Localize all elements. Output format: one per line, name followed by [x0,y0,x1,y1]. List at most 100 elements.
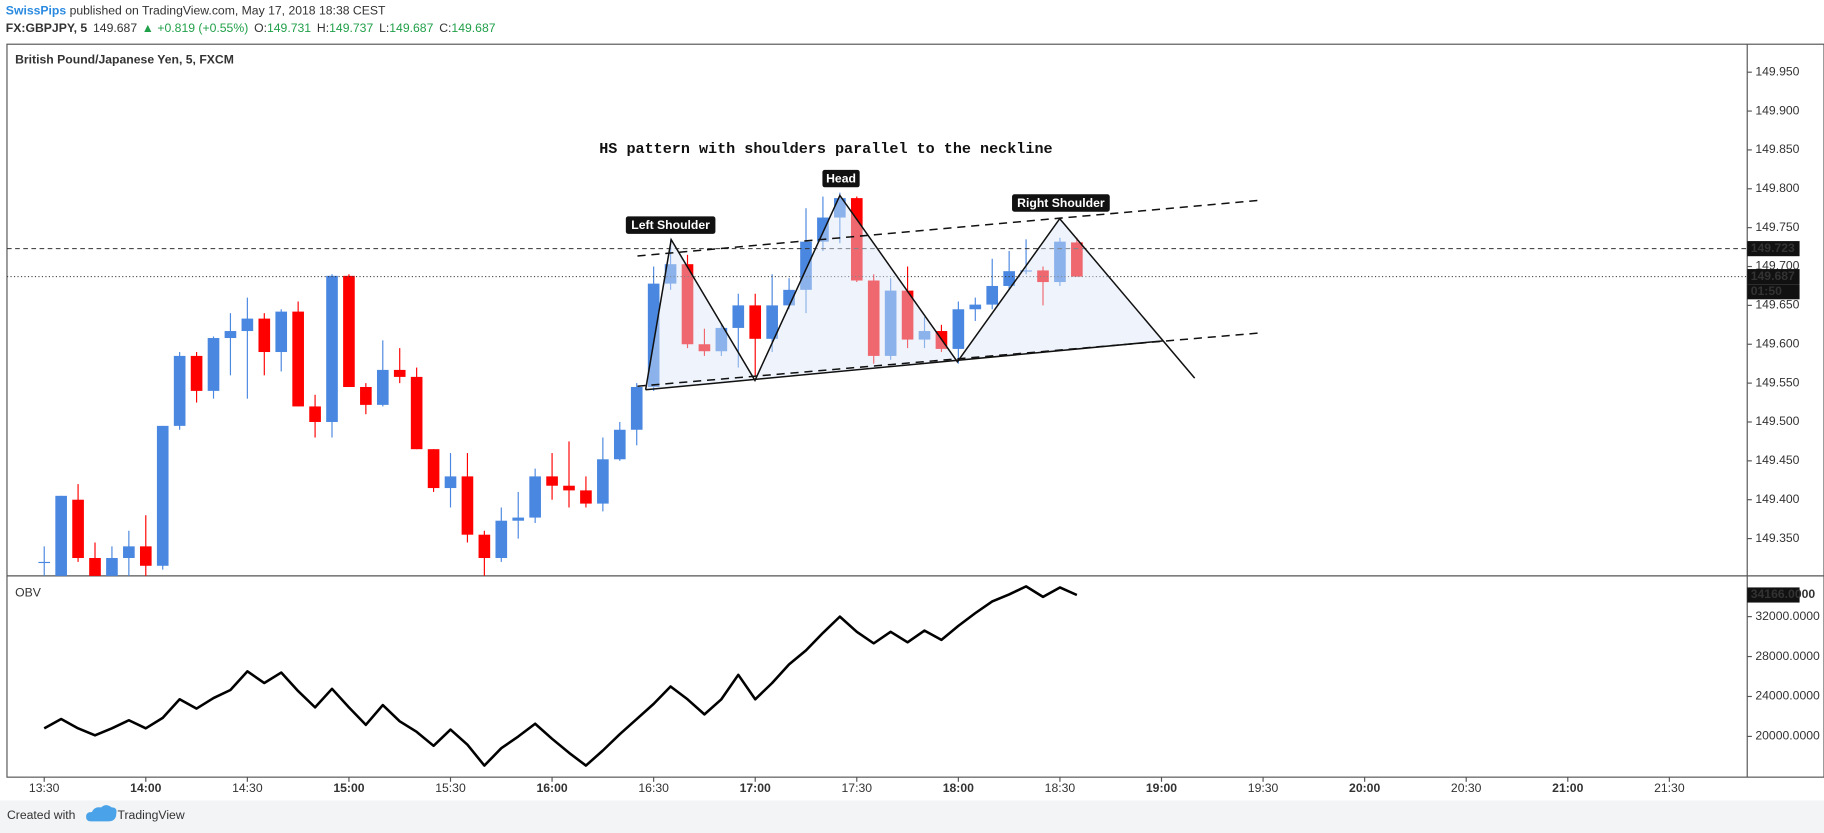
candle-body [376,369,389,405]
candle-body [1020,270,1032,272]
candle-body [597,459,609,504]
x-tick-label: 20:00 [1349,781,1380,795]
candles [38,192,1083,576]
open-label: O: [254,21,267,35]
price-lines [6,248,1748,278]
candle-body [834,198,846,218]
candle-body [918,331,931,340]
close-label: C: [439,21,451,35]
candle-body [580,490,592,504]
candle-body [224,331,237,339]
candle-body [241,318,254,332]
drawings: HS pattern with shoulders parallel to th… [599,140,1263,391]
obv-line [43,585,1078,767]
y-tick-label: 149.500 [1755,414,1799,428]
low-label: L: [379,21,389,35]
x-tick-label: 21:00 [1552,781,1583,795]
candle-body [800,241,812,290]
y-tick-label: 149.550 [1755,375,1799,389]
candle-body [817,217,829,242]
x-tick-label: 18:30 [1045,781,1076,795]
obv-last-tag: 34166.0000 [1751,587,1816,601]
y-tick-label: 149.750 [1755,220,1799,234]
candle-body [343,275,355,388]
obv-last-tag-box [1747,587,1800,603]
symbol: FX:GBPJPY, 5 [6,21,88,35]
y-tick-label: 149.650 [1755,298,1799,312]
label-box [822,169,860,188]
candle-body [850,198,863,281]
candle-body [478,534,491,559]
y-tick-label: 149.850 [1755,142,1799,156]
low-value: 149.687 [389,21,433,35]
candle-body [901,290,914,340]
candle-body [766,305,778,339]
candle-body [461,476,474,535]
neckline [645,340,1164,391]
candle-body [986,285,999,305]
close-value: 149.687 [451,21,495,35]
chart-title: British Pound/Japanese Yen, 5, FXCM [15,53,234,67]
candle-body [647,283,660,388]
y-tick-label: 149.400 [1755,492,1799,506]
candle-body [156,425,169,566]
candle-body [427,449,440,489]
x-tick-label: 19:00 [1146,781,1177,795]
neckline-parallel [637,331,1263,388]
candle-body [207,338,220,391]
x-tick-label: 15:30 [435,781,466,795]
price-tag-box [1747,241,1800,257]
price-tag: 149.723 [1751,241,1795,255]
footer-bar [0,800,1824,833]
high-label: H: [317,21,329,35]
up-arrow: ▲ [142,21,154,35]
candle-body [664,264,677,284]
candle-body [38,561,51,564]
candle-body [55,495,67,576]
created-with: Created with [7,808,76,822]
pattern-fill [645,195,1164,390]
obv-pane [43,585,1078,767]
candle-body [326,275,338,422]
y-tick-label: 24000.0000 [1755,689,1820,703]
candle-body [512,517,525,521]
candle-body [393,369,406,377]
symbol-line: FX:GBPJPY, 5 149.687 ▲ +0.819 (+0.55%) O:149… [6,21,496,35]
candle-body [190,355,203,391]
candle-body [123,546,135,559]
left-shoulder-label: Left Shoulder [631,218,710,232]
candle-body [1071,242,1083,277]
pattern-note: HS pattern with shoulders parallel to th… [599,140,1052,158]
candle-body [783,289,795,306]
indicator-title: OBV [15,586,42,600]
label-box [1012,194,1110,212]
countdown-tag-box [1747,284,1800,300]
countdown-tag: 01:50 [1751,284,1782,298]
y-tick-label: 149.900 [1755,103,1799,117]
candle-body [173,355,186,426]
author[interactable]: SwissPips [6,4,67,18]
high-value: 149.737 [329,21,373,35]
candle-body [292,311,304,407]
candle-body [89,558,101,576]
candle-body [952,309,965,349]
candle-body [749,305,762,339]
candle-body [106,558,118,576]
x-tick-label: 13:30 [29,781,60,795]
x-tick-label: 14:00 [130,781,161,795]
candle-body [529,476,541,518]
candle-body [360,387,372,405]
last-price: 149.687 [93,21,137,35]
brand-logo[interactable] [86,805,117,822]
x-tick-label: 21:30 [1654,781,1685,795]
brand-link[interactable]: TradingView [117,808,184,822]
y-tick-label: 20000.0000 [1755,729,1820,743]
y-tick-label: 149.800 [1755,181,1799,195]
x-tick-label: 14:30 [232,781,263,795]
candle-body [563,485,575,491]
x-tick-label: 19:30 [1248,781,1279,795]
x-tick-label: 20:30 [1451,781,1482,795]
candle-body [1003,271,1015,286]
